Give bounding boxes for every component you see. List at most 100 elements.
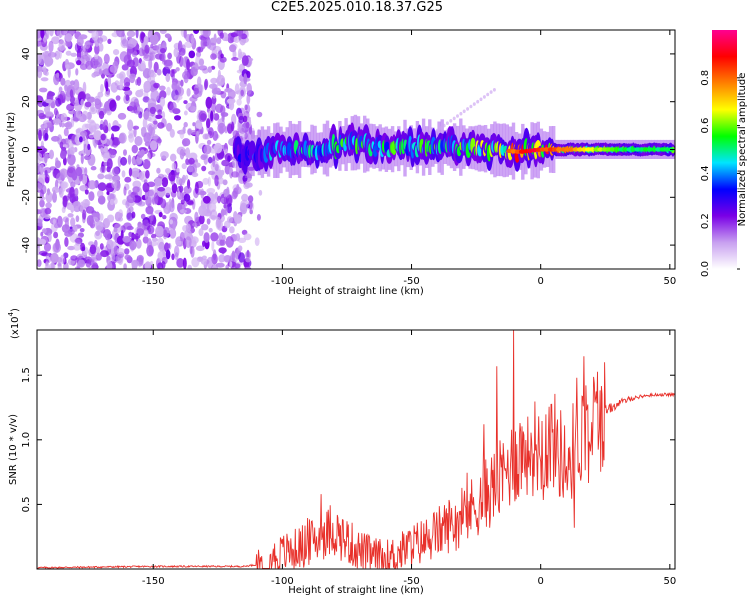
streak-blob bbox=[486, 92, 490, 97]
noise-blob bbox=[150, 89, 160, 102]
noise-blob bbox=[39, 87, 48, 93]
noise-blob bbox=[200, 37, 207, 50]
noise-blob bbox=[120, 156, 128, 166]
noise-blob bbox=[147, 152, 151, 161]
noise-blob bbox=[143, 35, 149, 45]
y-axis-label-bottom: SNR (10 * v/v) bbox=[8, 414, 19, 485]
noise-blob bbox=[150, 72, 157, 78]
noise-blob bbox=[185, 34, 192, 42]
noise-blob bbox=[236, 30, 244, 37]
noise-blob bbox=[89, 106, 98, 115]
noise-blob bbox=[57, 262, 62, 267]
noise-blob bbox=[88, 191, 95, 202]
noise-blob bbox=[98, 42, 104, 52]
noise-blob bbox=[221, 159, 230, 167]
noise-blob bbox=[60, 150, 67, 160]
noise-blob bbox=[111, 133, 115, 141]
noise-blob bbox=[128, 132, 135, 143]
x-tick-label-bottom: -50 bbox=[403, 576, 419, 587]
noise-blob bbox=[103, 146, 108, 153]
noise-blob bbox=[228, 100, 235, 111]
noise-blob bbox=[179, 185, 184, 193]
noise-blob bbox=[205, 96, 213, 109]
noise-blob bbox=[256, 214, 261, 221]
noise-blob bbox=[112, 137, 121, 146]
noise-blob bbox=[38, 129, 42, 141]
noise-blob bbox=[107, 75, 112, 88]
noise-blob bbox=[241, 55, 249, 66]
noise-blob bbox=[84, 41, 91, 49]
noise-blob bbox=[139, 88, 144, 93]
noise-blob bbox=[156, 138, 162, 144]
noise-blob bbox=[159, 228, 165, 236]
noise-blob bbox=[45, 202, 52, 209]
spectrogram-marks bbox=[37, 30, 675, 269]
noise-blob bbox=[106, 260, 113, 269]
noise-blob bbox=[143, 132, 151, 144]
noise-blob bbox=[53, 231, 59, 239]
noise-blob bbox=[169, 201, 175, 213]
noise-blob bbox=[123, 149, 127, 156]
noise-blob bbox=[50, 252, 59, 264]
noise-blob bbox=[127, 119, 134, 131]
noise-blob bbox=[65, 40, 72, 47]
noise-blob bbox=[99, 166, 106, 174]
noise-blob bbox=[97, 173, 105, 180]
noise-blob bbox=[167, 52, 173, 60]
noise-blob bbox=[106, 158, 113, 170]
noise-blob bbox=[146, 245, 154, 257]
noise-blob bbox=[244, 104, 248, 111]
noise-blob bbox=[95, 246, 101, 254]
noise-blob bbox=[71, 170, 78, 181]
noise-blob bbox=[116, 30, 125, 38]
y-multiplier-label: (x104) bbox=[7, 308, 21, 339]
noise-blob bbox=[182, 71, 190, 80]
y-tick-label-bottom: 1.5 bbox=[21, 367, 32, 383]
noise-blob bbox=[53, 223, 61, 229]
noise-blob bbox=[202, 177, 210, 185]
noise-blob bbox=[134, 109, 141, 115]
noise-blob bbox=[43, 214, 51, 220]
noise-blob bbox=[52, 189, 56, 202]
noise-blob bbox=[124, 254, 132, 261]
noise-blob bbox=[169, 228, 177, 239]
noise-blob bbox=[200, 154, 207, 160]
noise-blob bbox=[175, 240, 182, 246]
noise-blob bbox=[217, 122, 226, 134]
noise-blob bbox=[119, 78, 124, 90]
noise-blob bbox=[244, 266, 252, 269]
noise-blob bbox=[112, 197, 118, 205]
noise-blob bbox=[61, 122, 65, 128]
noise-blob bbox=[77, 259, 86, 268]
noise-blob bbox=[213, 142, 223, 154]
noise-blob bbox=[245, 256, 251, 263]
noise-blob bbox=[70, 204, 75, 213]
noise-blob bbox=[220, 208, 225, 217]
noise-blob bbox=[60, 181, 69, 189]
noise-blob bbox=[227, 32, 235, 44]
noise-blob bbox=[76, 60, 82, 66]
noise-blob bbox=[159, 90, 167, 100]
noise-blob bbox=[80, 153, 84, 165]
noise-blob bbox=[37, 152, 43, 159]
noise-blob bbox=[39, 199, 45, 208]
noise-blob bbox=[70, 255, 78, 261]
noise-blob bbox=[187, 264, 192, 269]
noise-blob bbox=[124, 176, 132, 183]
noise-blob bbox=[84, 101, 92, 108]
noise-blob bbox=[224, 164, 231, 175]
noise-blob bbox=[202, 133, 209, 140]
noise-blob bbox=[85, 129, 90, 140]
noise-blob bbox=[98, 68, 102, 75]
noise-blob bbox=[245, 121, 250, 129]
colorbar-tick-label: 0.4 bbox=[700, 165, 711, 181]
x-tick-label-bottom: -150 bbox=[142, 576, 165, 587]
x-tick-label-bottom: 0 bbox=[537, 576, 543, 587]
noise-blob bbox=[60, 112, 68, 123]
noise-blob bbox=[55, 97, 62, 107]
noise-blob bbox=[249, 209, 253, 215]
streak-blob bbox=[435, 128, 439, 133]
noise-blob bbox=[212, 93, 217, 99]
noise-blob bbox=[87, 180, 97, 190]
noise-blob bbox=[148, 58, 153, 70]
